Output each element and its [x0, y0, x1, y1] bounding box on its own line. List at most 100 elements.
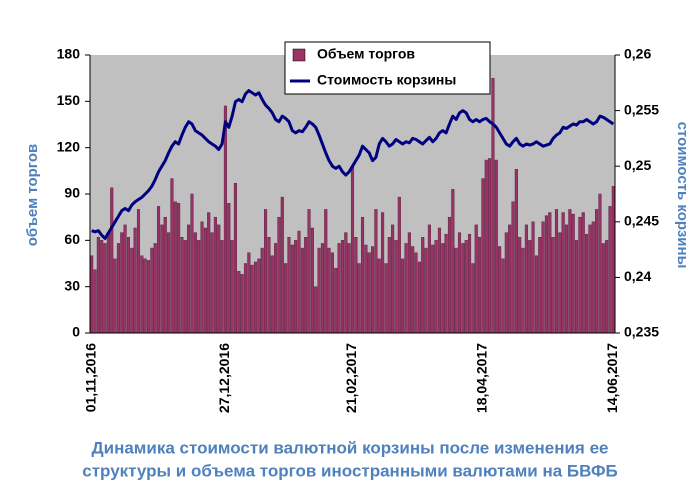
y-tick-label: 0: [72, 324, 80, 340]
bar: [357, 263, 361, 334]
bar: [494, 159, 498, 334]
bar: [511, 201, 515, 334]
bar: [524, 224, 528, 334]
bar: [571, 213, 575, 334]
bar: [544, 215, 548, 334]
bar: [601, 243, 605, 334]
bar: [113, 258, 117, 334]
bar: [130, 247, 134, 334]
bar: [247, 252, 251, 334]
bar: [150, 247, 154, 334]
bar: [381, 212, 385, 334]
bar: [367, 252, 371, 334]
bar: [427, 224, 431, 334]
bar: [394, 240, 398, 334]
bar: [411, 246, 415, 334]
bar: [581, 212, 585, 334]
bar: [340, 240, 345, 334]
y2-tick-label: 0,26: [624, 46, 651, 62]
bar: [143, 258, 147, 334]
bar: [337, 243, 341, 334]
bar: [350, 165, 355, 334]
bar: [538, 237, 542, 334]
bar: [243, 263, 248, 334]
y2-axis-title: стоимость корзины: [674, 122, 691, 269]
bar: [123, 224, 127, 334]
bar: [434, 240, 438, 334]
bar: [598, 193, 602, 334]
bar: [414, 252, 418, 334]
bar: [126, 237, 130, 334]
x-tick-label: 21,02,2017: [343, 343, 359, 413]
bar: [558, 232, 562, 334]
bar: [327, 247, 331, 334]
bar: [501, 258, 505, 334]
y-tick-label: 60: [64, 231, 80, 247]
bar: [160, 224, 164, 334]
bar: [220, 240, 224, 334]
bar: [481, 178, 485, 334]
bar: [240, 274, 244, 334]
bar: [307, 209, 311, 334]
bar: [548, 212, 552, 334]
bar: [190, 193, 194, 334]
bar: [210, 232, 214, 334]
bar: [330, 252, 334, 334]
bar: [484, 159, 488, 334]
bar: [90, 255, 94, 334]
bar: [508, 224, 512, 334]
bar: [213, 216, 217, 334]
bar: [444, 233, 448, 334]
bar: [605, 240, 609, 334]
bar: [284, 263, 288, 334]
bar: [290, 244, 294, 334]
bar: [391, 224, 395, 334]
y2-tick-label: 0,24: [624, 268, 651, 284]
bar: [364, 244, 368, 334]
bar: [447, 216, 452, 334]
bar: [334, 267, 338, 334]
bar: [397, 196, 401, 334]
bar: [93, 269, 97, 334]
bar: [170, 178, 174, 334]
bar: [267, 237, 271, 334]
bar: [106, 232, 110, 334]
bar: [441, 243, 445, 334]
bar: [424, 247, 428, 334]
bar: [457, 232, 462, 334]
bar: [287, 237, 291, 334]
bar: [371, 246, 375, 334]
bar: [294, 240, 298, 334]
bar: [304, 237, 308, 334]
bar: [521, 247, 525, 334]
bar: [274, 243, 278, 334]
bar: [504, 232, 508, 334]
bar: [237, 271, 241, 334]
bar: [280, 196, 284, 334]
bar: [324, 209, 328, 334]
bar: [478, 237, 482, 334]
bar: [407, 232, 411, 334]
bar: [417, 261, 421, 334]
bar: [468, 233, 472, 334]
bar: [431, 244, 435, 334]
bar: [116, 243, 120, 334]
bar: [167, 232, 171, 334]
bar: [217, 224, 221, 334]
bar: [564, 224, 569, 334]
bar: [461, 243, 465, 334]
bar: [317, 247, 321, 334]
bar: [454, 247, 458, 334]
bar: [100, 240, 104, 334]
bar: [207, 212, 211, 334]
bar: [310, 227, 314, 334]
y-tick-label: 180: [57, 46, 81, 62]
legend-label: Стоимость корзины: [317, 72, 456, 88]
bar: [437, 227, 441, 334]
y-tick-label: 150: [57, 92, 81, 108]
bar: [187, 224, 191, 334]
bar: [110, 187, 114, 334]
x-tick-label: 27,12,2016: [216, 343, 232, 413]
